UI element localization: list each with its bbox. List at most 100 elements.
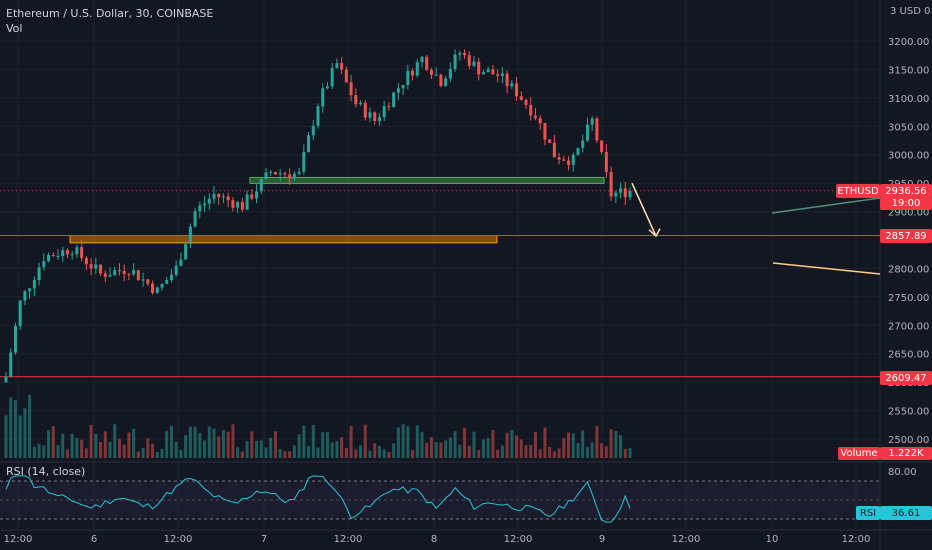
volume-bar <box>56 445 60 458</box>
candle-body <box>13 326 17 353</box>
volume-bar <box>207 426 211 458</box>
rsi-value-badge-bg <box>880 506 932 520</box>
candle-body <box>75 247 79 255</box>
volume-bar <box>590 442 594 458</box>
x-tick-label: 12:00 <box>672 534 701 545</box>
volume-bar <box>434 442 438 458</box>
volume-bar <box>415 425 419 458</box>
volume-bar <box>75 438 79 458</box>
candle-body <box>363 102 367 118</box>
candle-body <box>311 125 315 136</box>
forecast-arrow-head <box>648 228 661 238</box>
volume-bar <box>269 437 273 458</box>
x-tick-label: 6 <box>91 534 97 545</box>
volume-bar <box>505 432 509 458</box>
candle-body <box>401 84 405 89</box>
candle-body <box>236 202 240 208</box>
volume-bar <box>411 450 415 458</box>
volume-bar <box>543 427 547 458</box>
candle-body <box>113 270 117 276</box>
candle-body <box>467 55 471 66</box>
volume-bar <box>321 432 325 458</box>
volume-bar <box>567 432 571 458</box>
volume-bar <box>47 430 51 458</box>
volume-bar <box>472 431 476 458</box>
volume-bar <box>453 431 457 458</box>
rsi-title[interactable]: RSI (14, close) <box>6 465 86 478</box>
price-axis[interactable]: 3200.003150.003100.003050.003000.002950.… <box>888 37 929 478</box>
candle-body <box>377 117 381 122</box>
level2-badge-bg <box>880 371 932 385</box>
candle-body <box>529 105 533 116</box>
y-tick-label: 3100.00 <box>888 94 929 105</box>
volume-bar <box>595 426 599 458</box>
candle-body <box>89 264 93 269</box>
volume-bar <box>330 442 334 458</box>
horizontal-levels[interactable] <box>0 190 880 378</box>
price-badge: 2936.56 <box>885 186 926 197</box>
volume-bar <box>4 415 8 458</box>
candle-body <box>595 118 599 141</box>
volume-bar <box>576 442 580 458</box>
candle-body <box>65 250 69 255</box>
trend-drawings[interactable] <box>631 182 881 275</box>
rsi-pane <box>0 475 880 523</box>
x-tick-label: 7 <box>261 534 267 545</box>
candle-body <box>302 152 306 172</box>
volume-bar <box>311 424 315 458</box>
volume-bar <box>571 433 575 458</box>
candle-body <box>325 86 329 89</box>
symbol-title[interactable]: Ethereum / U.S. Dollar, 30, COINBASE <box>6 7 214 20</box>
candle-body <box>9 352 13 377</box>
y-tick-label: 3200.00 <box>888 37 929 48</box>
candle-body <box>340 63 344 70</box>
candle-body <box>193 211 197 227</box>
candle-body <box>576 147 580 155</box>
volume-bar <box>245 441 249 458</box>
volume-bar <box>84 448 88 458</box>
candle-body <box>127 274 131 276</box>
candle-body <box>448 68 452 79</box>
volume-bar <box>368 450 372 458</box>
volume-bar <box>500 445 504 458</box>
candle-body <box>557 157 561 160</box>
volume-bar <box>188 426 192 458</box>
candle-body <box>524 99 528 106</box>
candle-body <box>37 267 41 280</box>
volume-bar <box>179 450 183 458</box>
zone-orange <box>69 234 498 244</box>
candle-body <box>425 56 429 70</box>
candle-body <box>23 291 27 301</box>
candle-body <box>117 270 121 272</box>
y-tick-label: 3000.00 <box>888 151 929 162</box>
volume-legend[interactable]: Vol <box>6 22 23 35</box>
time-axis[interactable]: 12:00 6 12:00 7 12:00 8 12:00 9 12:00 10 12:00 <box>4 534 871 545</box>
candle-body <box>387 106 391 108</box>
volume-bar <box>307 446 311 458</box>
volume-bar <box>99 441 103 458</box>
candle-body <box>42 261 46 268</box>
volume-bar <box>448 437 452 458</box>
candle-body <box>188 226 192 244</box>
volume-bar <box>481 439 485 458</box>
volume-bar <box>344 448 348 458</box>
candle-body <box>434 74 438 76</box>
x-tick-label: 12:00 <box>842 534 871 545</box>
volume-bar <box>420 432 424 458</box>
support-resistance-zones[interactable] <box>69 176 605 244</box>
candle-body <box>344 69 348 83</box>
currency-unit: 3 USD 0 <box>890 6 931 17</box>
candle-body <box>240 202 244 210</box>
symbol-badge: ETHUSD <box>837 186 879 197</box>
volume-bar <box>61 433 65 458</box>
volume-bar <box>335 441 339 458</box>
candle-body <box>141 279 145 281</box>
volume-bar <box>13 400 17 458</box>
candle-body <box>255 191 259 199</box>
candle-body <box>179 259 183 266</box>
candle-body <box>297 171 301 174</box>
candle-body <box>458 52 462 55</box>
volume-bar <box>136 451 140 458</box>
volume-bar <box>406 426 410 458</box>
